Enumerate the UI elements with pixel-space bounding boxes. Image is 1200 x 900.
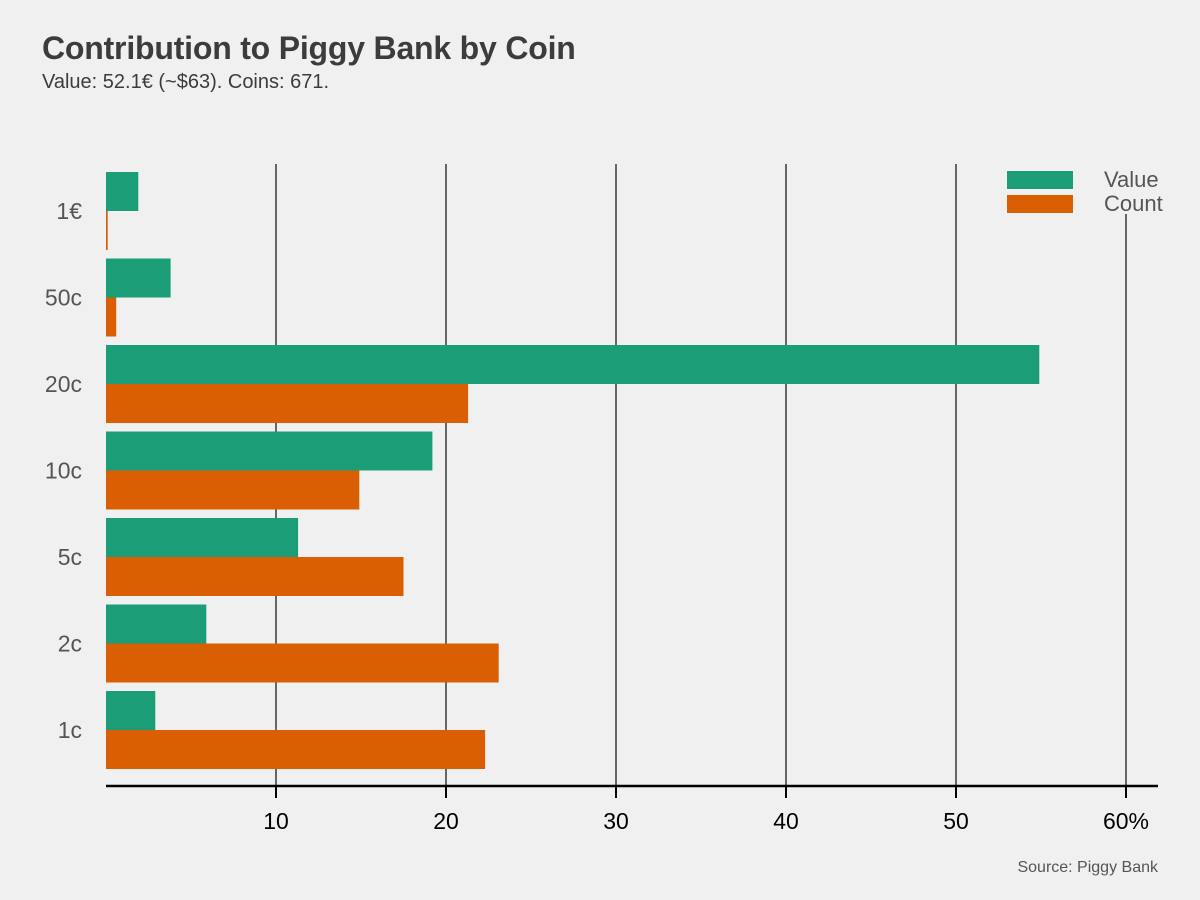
category-labels: 1€ 50c 20c 10c 5c 2c 1c: [45, 198, 82, 743]
legend-label-count: Count: [1104, 191, 1163, 216]
chart-title: Contribution to Piggy Bank by Coin: [42, 30, 576, 66]
bar-value-6: [106, 691, 156, 730]
category-label: 5c: [58, 544, 82, 570]
x-tick-label: 30: [603, 808, 629, 834]
grid-lines: [275, 164, 1127, 786]
x-tick-label: 10: [263, 808, 289, 834]
bar-value-1: [106, 258, 171, 298]
bar-value-3: [106, 431, 433, 471]
bar-count-6: [106, 730, 486, 769]
x-tick-label: 50: [943, 808, 969, 834]
bar-value-0: [106, 172, 139, 211]
legend-label-value: Value: [1104, 167, 1159, 192]
legend-swatch-count: [1007, 195, 1073, 213]
category-label: 2c: [58, 631, 82, 657]
x-tick-label: 60%: [1103, 808, 1149, 834]
x-axis: 10 20 30 40 50 60%: [106, 784, 1158, 834]
bar-value-2: [106, 345, 1040, 384]
category-label: 1€: [56, 198, 82, 224]
bar-count-4: [106, 557, 404, 596]
bar-count-0: [106, 211, 108, 250]
source-note: Source: Piggy Bank: [1017, 859, 1158, 876]
bar-count-1: [106, 297, 117, 337]
x-tick-label: 40: [773, 808, 799, 834]
category-label: 10c: [45, 458, 82, 484]
chart-subtitle: Value: 52.1€ (~$63). Coins: 671.: [42, 71, 330, 93]
bar-value-4: [106, 518, 299, 557]
category-label: 50c: [45, 285, 82, 311]
bar-value-5: [106, 604, 207, 644]
bar-count-2: [106, 384, 469, 423]
bars: [106, 172, 1040, 769]
bar-count-5: [106, 643, 499, 683]
category-label: 1c: [58, 717, 82, 743]
x-tick-label: 20: [433, 808, 459, 834]
bar-count-3: [106, 470, 360, 510]
legend-swatch-value: [1007, 171, 1073, 189]
category-label: 20c: [45, 371, 82, 397]
